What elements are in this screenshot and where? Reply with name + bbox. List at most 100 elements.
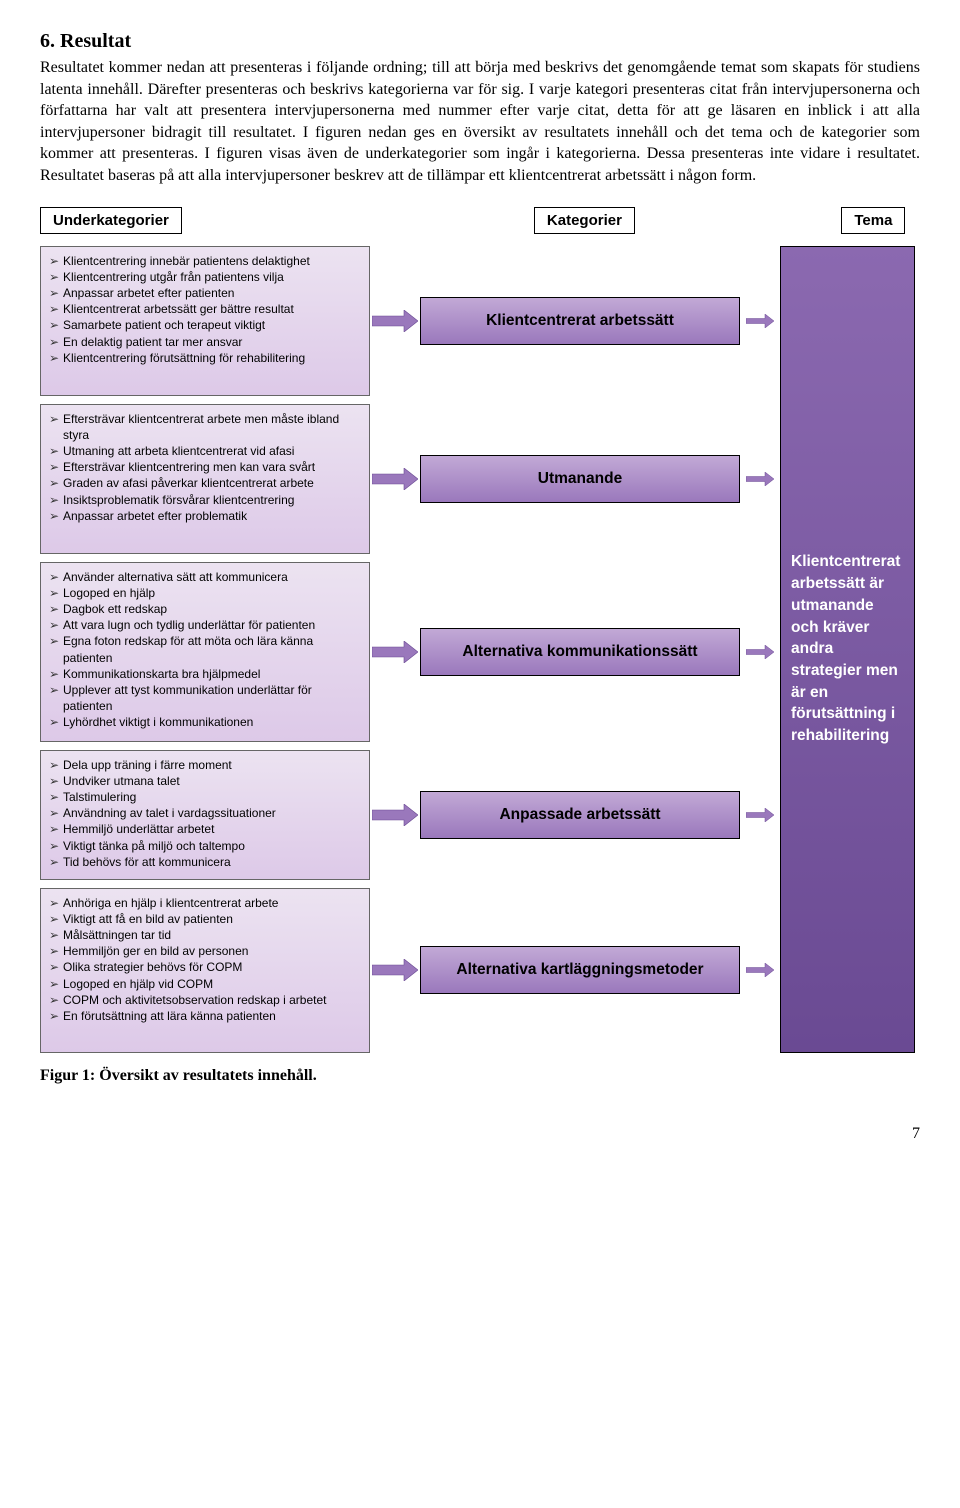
chevron-icon: ➢ (49, 334, 63, 350)
chevron-icon: ➢ (49, 1008, 63, 1024)
header-tema: Tema (841, 207, 905, 234)
chevron-icon: ➢ (49, 714, 63, 730)
diagram-header-row: Underkategorier Kategorier Tema (40, 207, 920, 234)
subcategory-text: Målsättningen tar tid (63, 927, 171, 943)
subcategory-item: ➢Klientcentrerat arbetssätt ger bättre r… (49, 301, 361, 317)
subcategory-item: ➢Upplever att tyst kommunikation underlä… (49, 682, 361, 714)
subcategory-item: ➢Samarbete patient och terapeut viktigt (49, 317, 361, 333)
subcategory-text: Klientcentrering utgår från patientens v… (63, 269, 284, 285)
subcategory-item: ➢Kommunikationskarta bra hjälpmedel (49, 666, 361, 682)
arrow-right-small-icon (740, 963, 780, 977)
chevron-icon: ➢ (49, 854, 63, 870)
subcategory-text: COPM och aktivitetsobservation redskap i… (63, 992, 326, 1008)
subcategory-item: ➢COPM och aktivitetsobservation redskap … (49, 992, 361, 1008)
subcategory-text: Eftersträvar klientcentrerat arbete men … (63, 411, 361, 443)
diagram-body: ➢Klientcentrering innebär patientens del… (40, 246, 920, 1053)
chevron-icon: ➢ (49, 508, 63, 524)
chevron-icon: ➢ (49, 285, 63, 301)
subcategory-item: ➢Att vara lugn och tydlig underlättar fö… (49, 617, 361, 633)
subcategory-item: ➢Hemmiljön ger en bild av personen (49, 943, 361, 959)
subcategory-text: En förutsättning att lära känna patiente… (63, 1008, 276, 1024)
subcategory-text: Att vara lugn och tydlig underlättar för… (63, 617, 315, 633)
subcategory-text: Olika strategier behövs för COPM (63, 959, 242, 975)
chevron-icon: ➢ (49, 475, 63, 491)
subcategory-item: ➢Viktigt att få en bild av patienten (49, 911, 361, 927)
subcategory-item: ➢Dela upp träning i färre moment (49, 757, 361, 773)
chevron-icon: ➢ (49, 895, 63, 911)
chevron-icon: ➢ (49, 789, 63, 805)
subcategory-item: ➢Utmaning att arbeta klientcentrerat vid… (49, 443, 361, 459)
subcategory-item: ➢Insiktsproblematik försvårar klientcent… (49, 492, 361, 508)
subcategory-text: Anpassar arbetet efter patienten (63, 285, 234, 301)
section-heading: 6. Resultat (40, 30, 920, 53)
subcategory-item: ➢Anpassar arbetet efter patienten (49, 285, 361, 301)
subcategory-text: Utmaning att arbeta klientcentrerat vid … (63, 443, 294, 459)
subcategory-item: ➢Viktigt tänka på miljö och taltempo (49, 838, 361, 854)
arrow-right-small-icon (740, 645, 780, 659)
chevron-icon: ➢ (49, 682, 63, 714)
subcategory-item: ➢Klientcentrering utgår från patientens … (49, 269, 361, 285)
subcategory-item: ➢Logoped en hjälp (49, 585, 361, 601)
subcategory-item: ➢Eftersträvar klientcentrering men kan v… (49, 459, 361, 475)
chevron-icon: ➢ (49, 601, 63, 617)
chevron-icon: ➢ (49, 959, 63, 975)
subcategory-text: Talstimulering (63, 789, 136, 805)
subcategory-text: Lyhördhet viktigt i kommunikationen (63, 714, 253, 730)
subcategory-text: Tid behövs för att kommunicera (63, 854, 231, 870)
category-box: Alternativa kommunikationssätt (420, 628, 740, 676)
subcategory-item: ➢Målsättningen tar tid (49, 927, 361, 943)
arrow-right-small-icon (740, 808, 780, 822)
subcategory-text: Undviker utmana talet (63, 773, 180, 789)
subcategory-box: ➢Klientcentrering innebär patientens del… (40, 246, 370, 396)
subcategory-text: Hemmiljö underlättar arbetet (63, 821, 214, 837)
subcategory-text: Hemmiljön ger en bild av personen (63, 943, 248, 959)
chevron-icon: ➢ (49, 992, 63, 1008)
arrow-right-icon (370, 310, 420, 332)
subcategory-item: ➢Logoped en hjälp vid COPM (49, 976, 361, 992)
subcategory-item: ➢Tid behövs för att kommunicera (49, 854, 361, 870)
subcategory-item: ➢Lyhördhet viktigt i kommunikationen (49, 714, 361, 730)
subcategory-item: ➢Användning av talet i vardagssituatione… (49, 805, 361, 821)
subcategory-item: ➢Dagbok ett redskap (49, 601, 361, 617)
subcategory-text: Insiktsproblematik försvårar klientcentr… (63, 492, 294, 508)
subcategory-item: ➢Eftersträvar klientcentrerat arbete men… (49, 411, 361, 443)
subcategory-text: Graden av afasi påverkar klientcentrerat… (63, 475, 314, 491)
chevron-icon: ➢ (49, 838, 63, 854)
subcategory-text: Anpassar arbetet efter problematik (63, 508, 247, 524)
subcategory-item: ➢Hemmiljö underlättar arbetet (49, 821, 361, 837)
chevron-icon: ➢ (49, 411, 63, 443)
subcategory-text: Upplever att tyst kommunikation underlät… (63, 682, 361, 714)
chevron-icon: ➢ (49, 821, 63, 837)
chevron-icon: ➢ (49, 569, 63, 585)
chevron-icon: ➢ (49, 805, 63, 821)
theme-box: Klientcentrerat arbetssätt är utmanande … (780, 246, 915, 1053)
chevron-icon: ➢ (49, 585, 63, 601)
chevron-icon: ➢ (49, 911, 63, 927)
subcategory-text: Klientcentrering innebär patientens dela… (63, 253, 310, 269)
chevron-icon: ➢ (49, 443, 63, 459)
chevron-icon: ➢ (49, 317, 63, 333)
subcategory-item: ➢En förutsättning att lära känna patient… (49, 1008, 361, 1024)
subcategory-item: ➢Graden av afasi påverkar klientcentrera… (49, 475, 361, 491)
header-kategorier: Kategorier (534, 207, 635, 234)
subcategory-item: ➢Olika strategier behövs för COPM (49, 959, 361, 975)
subcategory-text: Klientcentrering förutsättning för rehab… (63, 350, 305, 366)
subcategory-text: Anhöriga en hjälp i klientcentrerat arbe… (63, 895, 278, 911)
subcategory-item: ➢Klientcentrering förutsättning för reha… (49, 350, 361, 366)
subcategory-text: Använder alternativa sätt att kommunicer… (63, 569, 288, 585)
subcategory-item: ➢Talstimulering (49, 789, 361, 805)
arrow-right-small-icon (740, 472, 780, 486)
figure-caption: Figur 1: Översikt av resultatets innehål… (40, 1067, 920, 1085)
chevron-icon: ➢ (49, 757, 63, 773)
category-box: Klientcentrerat arbetssätt (420, 297, 740, 345)
subcategory-text: Egna foton redskap för att möta och lära… (63, 633, 361, 665)
subcategory-text: En delaktig patient tar mer ansvar (63, 334, 242, 350)
chevron-icon: ➢ (49, 927, 63, 943)
chevron-icon: ➢ (49, 301, 63, 317)
subcategory-item: ➢Använder alternativa sätt att kommunice… (49, 569, 361, 585)
subcategory-item: ➢Anhöriga en hjälp i klientcentrerat arb… (49, 895, 361, 911)
chevron-icon: ➢ (49, 350, 63, 366)
arrow-right-icon (370, 641, 420, 663)
category-box: Alternativa kartläggningsmetoder (420, 946, 740, 994)
subcategory-text: Klientcentrerat arbetssätt ger bättre re… (63, 301, 294, 317)
